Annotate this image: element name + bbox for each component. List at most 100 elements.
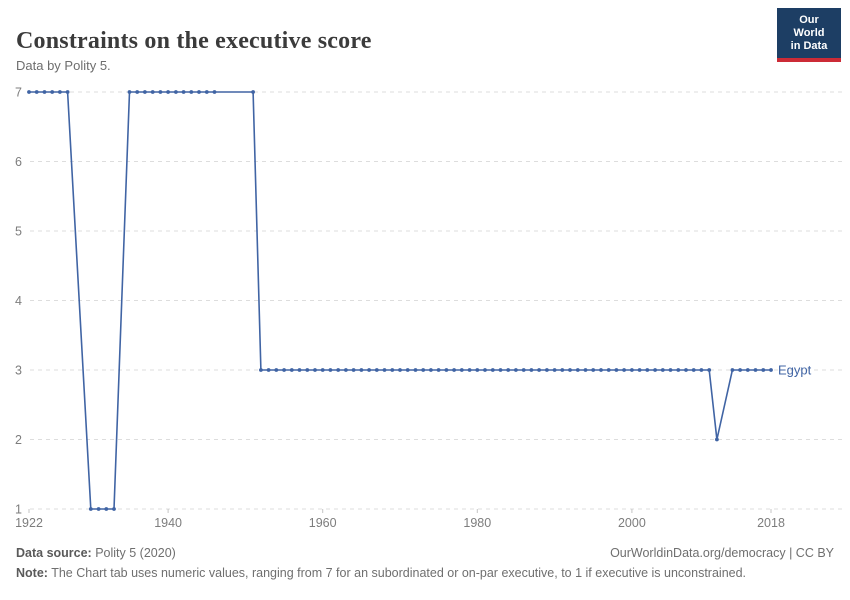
data-point[interactable] bbox=[150, 90, 155, 94]
data-point[interactable] bbox=[65, 90, 70, 94]
data-point[interactable] bbox=[274, 368, 279, 372]
data-point[interactable] bbox=[483, 368, 487, 372]
data-point[interactable] bbox=[490, 368, 495, 372]
data-point[interactable] bbox=[336, 368, 341, 372]
y-axis-tick-label: 2 bbox=[15, 433, 22, 447]
data-point[interactable] bbox=[158, 90, 163, 94]
data-point[interactable] bbox=[34, 90, 39, 94]
data-point[interactable] bbox=[467, 368, 472, 372]
owid-logo[interactable]: Our World in Data bbox=[777, 8, 841, 62]
data-point[interactable] bbox=[583, 368, 588, 372]
data-point[interactable] bbox=[42, 90, 47, 94]
data-point[interactable] bbox=[166, 90, 171, 94]
data-point[interactable] bbox=[444, 368, 449, 372]
data-point[interactable] bbox=[359, 368, 364, 372]
data-point[interactable] bbox=[251, 90, 256, 94]
data-point[interactable] bbox=[452, 368, 456, 372]
data-point[interactable] bbox=[560, 368, 565, 372]
data-point[interactable] bbox=[88, 507, 93, 511]
data-point[interactable] bbox=[645, 368, 650, 372]
data-point[interactable] bbox=[436, 368, 441, 372]
data-point[interactable] bbox=[96, 507, 101, 511]
data-point[interactable] bbox=[197, 90, 201, 94]
data-point[interactable] bbox=[112, 507, 116, 511]
data-point[interactable] bbox=[684, 368, 688, 372]
data-point[interactable] bbox=[429, 368, 433, 372]
data-point[interactable] bbox=[320, 368, 325, 372]
data-point[interactable] bbox=[305, 368, 310, 372]
data-point[interactable] bbox=[127, 90, 132, 94]
data-point[interactable] bbox=[715, 437, 719, 442]
data-point[interactable] bbox=[421, 368, 426, 372]
line-chart: 1 2 3 4 5 6 7 1922 1940 1960 1980 2000 2018 Egypt bbox=[15, 86, 843, 530]
data-point[interactable] bbox=[545, 368, 549, 372]
data-point[interactable] bbox=[289, 368, 294, 372]
data-point[interactable] bbox=[189, 90, 194, 94]
data-point[interactable] bbox=[660, 368, 665, 372]
data-point[interactable] bbox=[174, 90, 178, 94]
owid-link[interactable]: OurWorldinData.org/democracy | CC BY bbox=[610, 546, 834, 560]
data-point[interactable] bbox=[498, 368, 503, 372]
data-point[interactable] bbox=[259, 368, 263, 372]
data-point[interactable] bbox=[367, 368, 371, 372]
y-axis-tick-label: 1 bbox=[15, 503, 22, 517]
data-source: Data source: Polity 5 (2020) bbox=[16, 546, 176, 560]
data-point[interactable] bbox=[344, 368, 348, 372]
data-point[interactable] bbox=[653, 368, 657, 372]
data-point[interactable] bbox=[606, 368, 611, 372]
data-point[interactable] bbox=[745, 368, 750, 372]
data-point[interactable] bbox=[297, 368, 302, 372]
data-point[interactable] bbox=[599, 368, 603, 372]
data-point[interactable] bbox=[282, 368, 286, 372]
x-axis-tick-label: 2000 bbox=[618, 516, 646, 530]
data-point[interactable] bbox=[313, 368, 317, 372]
data-point[interactable] bbox=[143, 90, 147, 94]
data-point[interactable] bbox=[568, 368, 572, 372]
data-point[interactable] bbox=[398, 368, 402, 372]
data-point[interactable] bbox=[204, 90, 209, 94]
data-point[interactable] bbox=[699, 368, 704, 372]
data-point[interactable] bbox=[58, 90, 62, 94]
data-point[interactable] bbox=[575, 368, 580, 372]
data-point[interactable] bbox=[181, 90, 186, 94]
data-point[interactable] bbox=[212, 90, 217, 94]
data-point[interactable] bbox=[328, 368, 333, 372]
data-point[interactable] bbox=[374, 368, 379, 372]
data-point[interactable] bbox=[537, 368, 541, 372]
data-point[interactable] bbox=[27, 90, 31, 94]
data-point[interactable] bbox=[104, 507, 109, 511]
data-point[interactable] bbox=[475, 368, 480, 372]
data-point[interactable] bbox=[390, 368, 395, 372]
data-point[interactable] bbox=[506, 368, 511, 372]
data-point[interactable] bbox=[707, 368, 712, 372]
y-axis-tick-label: 3 bbox=[15, 364, 22, 378]
data-point[interactable] bbox=[405, 368, 410, 372]
data-point[interactable] bbox=[459, 368, 464, 372]
data-point[interactable] bbox=[614, 368, 619, 372]
data-point[interactable] bbox=[382, 368, 387, 372]
series-label-egypt[interactable]: Egypt bbox=[778, 363, 812, 378]
data-point[interactable] bbox=[135, 90, 140, 94]
data-point[interactable] bbox=[552, 368, 557, 372]
data-point[interactable] bbox=[591, 368, 596, 372]
data-point[interactable] bbox=[676, 368, 681, 372]
data-point[interactable] bbox=[529, 368, 534, 372]
data-point[interactable] bbox=[266, 368, 271, 372]
data-point[interactable] bbox=[730, 368, 735, 372]
data-point[interactable] bbox=[50, 90, 55, 94]
data-point[interactable] bbox=[521, 368, 526, 372]
data-point[interactable] bbox=[413, 368, 418, 372]
data-point[interactable] bbox=[691, 368, 696, 372]
data-point[interactable] bbox=[738, 368, 742, 372]
data-source-label: Data source: bbox=[16, 546, 92, 560]
data-point[interactable] bbox=[769, 368, 773, 372]
data-point[interactable] bbox=[630, 368, 634, 372]
data-point[interactable] bbox=[637, 368, 642, 372]
data-point[interactable] bbox=[514, 368, 518, 372]
data-point[interactable] bbox=[761, 368, 766, 372]
data-point[interactable] bbox=[622, 368, 626, 372]
data-point[interactable] bbox=[668, 368, 673, 372]
data-point[interactable] bbox=[753, 368, 758, 372]
data-point[interactable] bbox=[351, 368, 356, 372]
